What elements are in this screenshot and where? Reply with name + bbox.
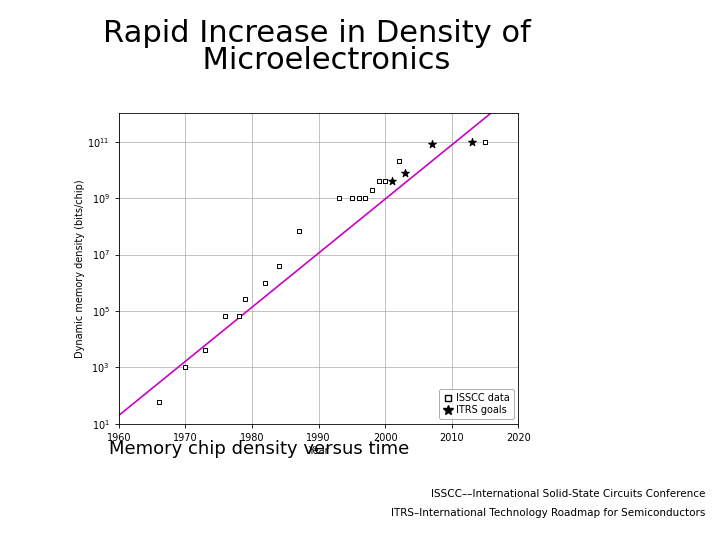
- Point: [480, 137, 491, 146]
- X-axis label: Year: Year: [308, 446, 329, 456]
- Text: Rapid Increase in Density of: Rapid Increase in Density of: [103, 19, 531, 48]
- Point: [153, 397, 164, 406]
- Point: [353, 194, 364, 202]
- Text: ITRS–International Technology Roadmap for Semiconductors: ITRS–International Technology Roadmap fo…: [391, 508, 706, 518]
- Text: ISSCC––International Solid-State Circuits Conference: ISSCC––International Solid-State Circuit…: [431, 489, 706, 499]
- Point: [199, 346, 211, 355]
- Point: [333, 194, 344, 202]
- Y-axis label: Dynamic memory density (bits/chip): Dynamic memory density (bits/chip): [75, 179, 84, 358]
- Legend: ISSCC data, ITRS goals: ISSCC data, ITRS goals: [439, 389, 513, 419]
- Point: [426, 140, 438, 149]
- Point: [346, 194, 358, 202]
- Point: [373, 177, 384, 185]
- Point: [259, 279, 271, 287]
- Point: [233, 312, 244, 321]
- Point: [273, 261, 284, 270]
- Point: [359, 194, 371, 202]
- Point: [220, 312, 231, 321]
- Point: [240, 295, 251, 303]
- Text: Memory chip density versus time: Memory chip density versus time: [109, 440, 410, 458]
- Text: Microelectronics: Microelectronics: [183, 46, 451, 75]
- Point: [366, 185, 377, 194]
- Point: [400, 168, 411, 177]
- Point: [293, 226, 305, 235]
- Point: [179, 363, 191, 372]
- Point: [379, 177, 391, 185]
- Point: [466, 137, 477, 146]
- Point: [386, 177, 397, 185]
- Point: [392, 157, 404, 166]
